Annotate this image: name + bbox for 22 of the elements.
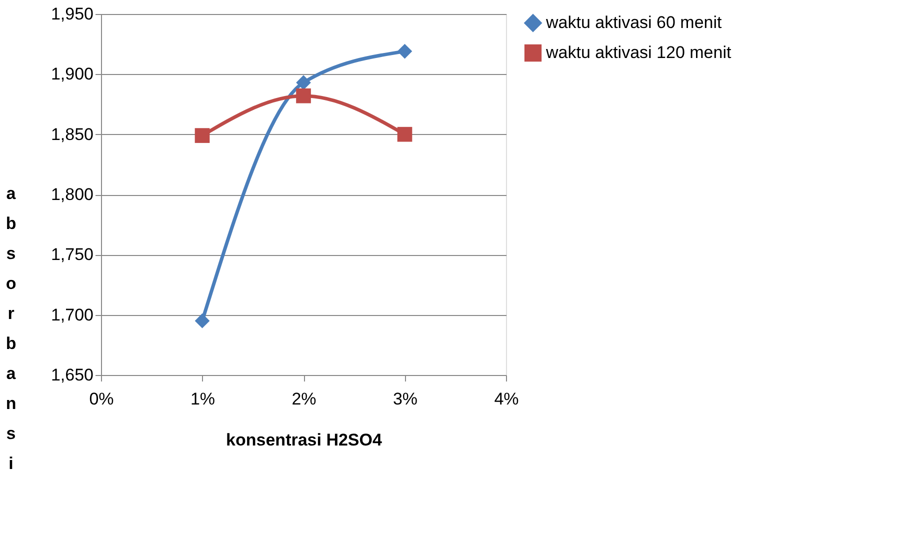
x-tick-label: 4% (494, 390, 519, 408)
legend-label: waktu aktivasi 60 menit (545, 13, 722, 32)
x-tick-label: 3% (392, 390, 418, 408)
point (296, 75, 311, 90)
y-tick-label: 1,900 (50, 64, 94, 84)
y-tick-label: 1,850 (50, 124, 94, 144)
y-tick-label: 1,950 (50, 4, 94, 24)
x-tick-label: 1% (190, 390, 216, 408)
point (194, 313, 210, 328)
x-axis-title: konsentrasi H2SO4 (226, 430, 382, 450)
x-tick-label: 0% (89, 390, 114, 408)
legend-label: waktu aktivasi 120 menit (545, 43, 732, 62)
text: absorbansi (6, 184, 16, 473)
y-tick-label: 1,750 (50, 245, 94, 264)
y-tick-label: 1,800 (50, 185, 94, 204)
point (397, 44, 412, 59)
point (397, 126, 412, 142)
x-tick-label: 2% (292, 390, 316, 408)
y-tick-label: 1,700 (50, 305, 94, 324)
y-tick-label: 1,650 (50, 366, 94, 384)
point (194, 128, 210, 143)
point (296, 88, 311, 104)
